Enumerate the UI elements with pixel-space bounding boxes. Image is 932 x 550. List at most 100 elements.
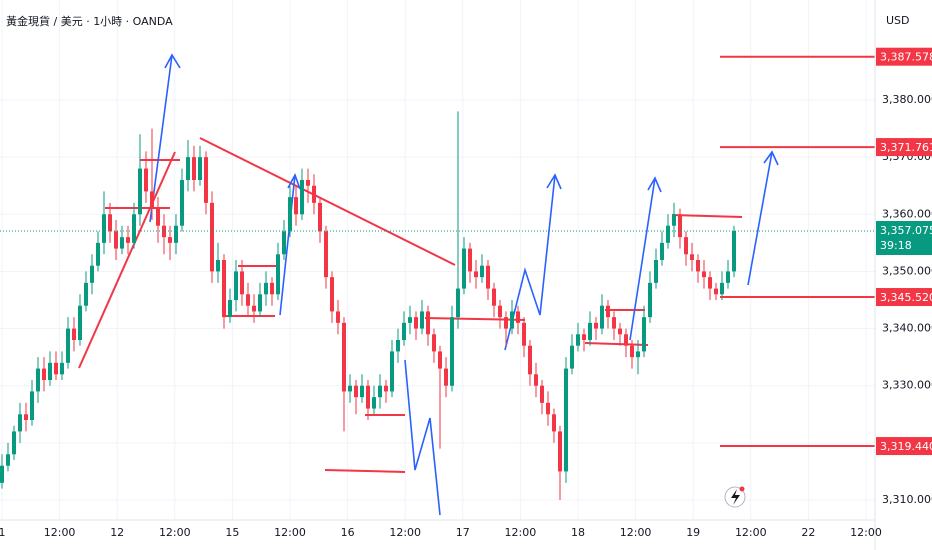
grid: [0, 0, 875, 520]
candle-body: [660, 242, 664, 260]
candle-body: [78, 305, 82, 340]
candle-body: [66, 328, 70, 363]
alert-dot: [739, 486, 745, 492]
candle-body: [60, 362, 64, 375]
level-box: [876, 138, 932, 157]
candle-body: [378, 385, 382, 398]
red-lines: [78, 137, 743, 473]
level-label: 3,387.578: [880, 51, 932, 64]
candle-body: [18, 414, 22, 432]
candle-body: [666, 225, 670, 243]
candle-body: [444, 368, 448, 386]
x-tick-label: 19: [686, 526, 700, 539]
candle-body: [456, 288, 460, 318]
candle-body: [516, 311, 520, 323]
candle-body: [492, 288, 496, 306]
candle-body: [372, 397, 376, 409]
level-box: [876, 288, 932, 307]
last-price-label: 3,357.075: [880, 224, 932, 237]
candle-body: [246, 294, 250, 306]
candle-body: [420, 311, 424, 329]
candle-body: [714, 288, 718, 295]
x-tick-label: 12:00: [505, 526, 537, 539]
candle-body: [366, 385, 370, 409]
x-tick-label: 22: [801, 526, 815, 539]
y-tick-label: 3,360.000: [882, 207, 932, 220]
candle-body: [606, 305, 610, 318]
candle-body: [150, 191, 154, 209]
candle-body: [126, 237, 130, 243]
candle-body: [552, 414, 556, 432]
candle-body: [222, 260, 226, 318]
level-box: [876, 437, 932, 456]
candle-body: [192, 157, 196, 180]
header: 黃金現貨 / 美元 · 1小時 · OANDA: [6, 14, 173, 28]
candle-body: [138, 168, 142, 215]
candle-body: [564, 368, 568, 472]
candle-body: [540, 385, 544, 403]
level-label: 3,319.440: [880, 440, 932, 453]
candle-body: [402, 322, 406, 340]
candle-body: [144, 168, 148, 192]
x-tick-label: 12:00: [44, 526, 76, 539]
candle-body: [690, 254, 694, 260]
candle-body: [24, 414, 28, 420]
x-tick-label: 15: [225, 526, 239, 539]
candle-body: [534, 374, 538, 386]
candle-body: [498, 305, 502, 318]
candle-body: [258, 294, 262, 312]
candles: [0, 111, 736, 500]
candle-body: [732, 231, 736, 272]
candle-body: [288, 197, 292, 232]
last-price-box: [876, 221, 932, 255]
candle-body: [168, 237, 172, 243]
candle-body: [414, 317, 418, 329]
y-tick-label: 3,330.000: [882, 379, 932, 392]
level-label: 3,345.520: [880, 291, 932, 304]
candle-body: [588, 322, 592, 340]
countdown: 39:18: [880, 239, 912, 252]
candle-body: [348, 385, 352, 392]
candle-body: [474, 271, 478, 278]
overlay: [0, 55, 875, 448]
candle-body: [108, 214, 112, 232]
candle-body: [342, 322, 346, 392]
candle-body: [696, 260, 700, 272]
candle-body: [240, 271, 244, 295]
candle-body: [324, 231, 328, 278]
candle-body: [180, 180, 184, 226]
candle-body: [72, 328, 76, 340]
candle-body: [648, 282, 652, 318]
drawings: [78, 53, 779, 516]
y-tick-label: 3,380.000: [882, 93, 932, 106]
candle-body: [510, 311, 514, 329]
candle-body: [312, 185, 316, 203]
candle-body: [612, 317, 616, 329]
currency: USD: [886, 14, 910, 27]
candle-body: [96, 242, 100, 266]
x-tick-label: 12: [110, 526, 124, 539]
candle-body: [42, 368, 46, 380]
candle-body: [480, 265, 484, 278]
candle-body: [264, 282, 268, 295]
candle-body: [300, 180, 304, 215]
candle-body: [102, 214, 106, 243]
candle-body: [330, 277, 334, 312]
candle-body: [252, 305, 256, 312]
candle-body: [570, 345, 574, 369]
candle-body: [162, 225, 166, 238]
candle-body: [318, 202, 322, 232]
candle-body: [396, 340, 400, 352]
candle-body: [432, 334, 436, 352]
price-axis: [875, 0, 932, 550]
candle-body: [12, 431, 16, 455]
candle-body: [174, 225, 178, 243]
candle-body: [600, 305, 604, 329]
candle-body: [702, 271, 706, 278]
candle-body: [450, 317, 454, 386]
candle-body: [132, 214, 136, 243]
candle-body: [294, 197, 298, 215]
y-tick-label: 3,340.000: [882, 322, 932, 335]
candle-body: [204, 157, 208, 203]
candle-body: [576, 334, 580, 346]
